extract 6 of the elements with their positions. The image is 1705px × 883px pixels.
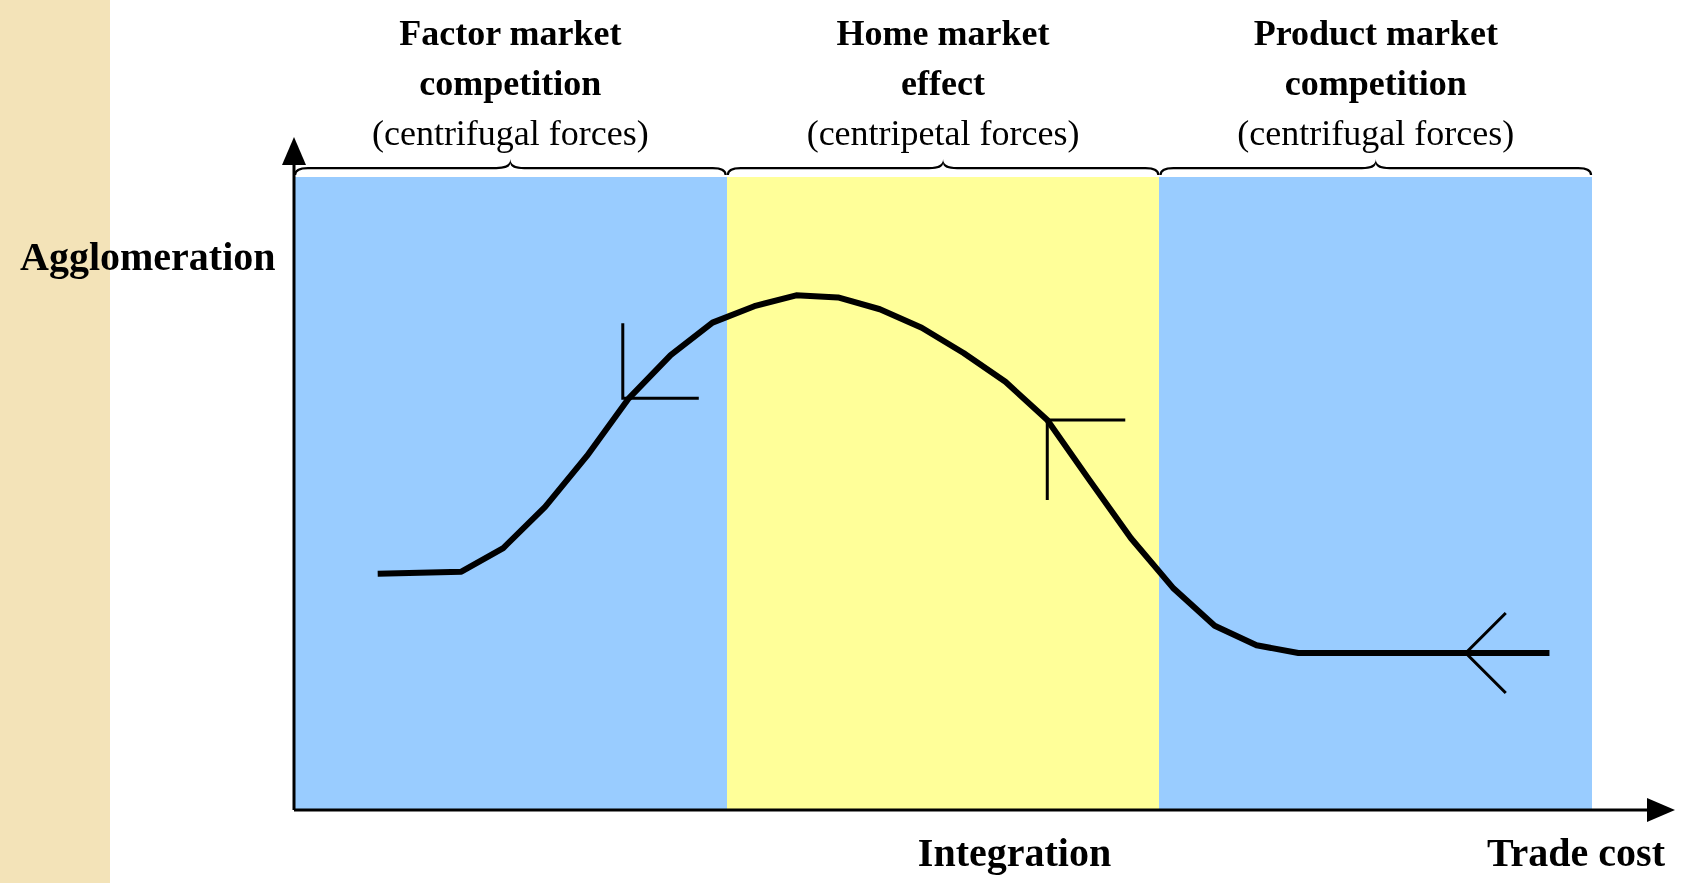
text: Factor market competition (centrifugal forces): [371, 13, 649, 153]
y-axis-title: Agglomeration: [20, 233, 276, 279]
text: Home market effect (centripetal forces): [806, 13, 1080, 153]
text: Integration: [917, 830, 1112, 875]
text: Product market competition (centrifugal forces): [1237, 13, 1515, 153]
x-axis-title: Trade cost: [1486, 830, 1666, 875]
